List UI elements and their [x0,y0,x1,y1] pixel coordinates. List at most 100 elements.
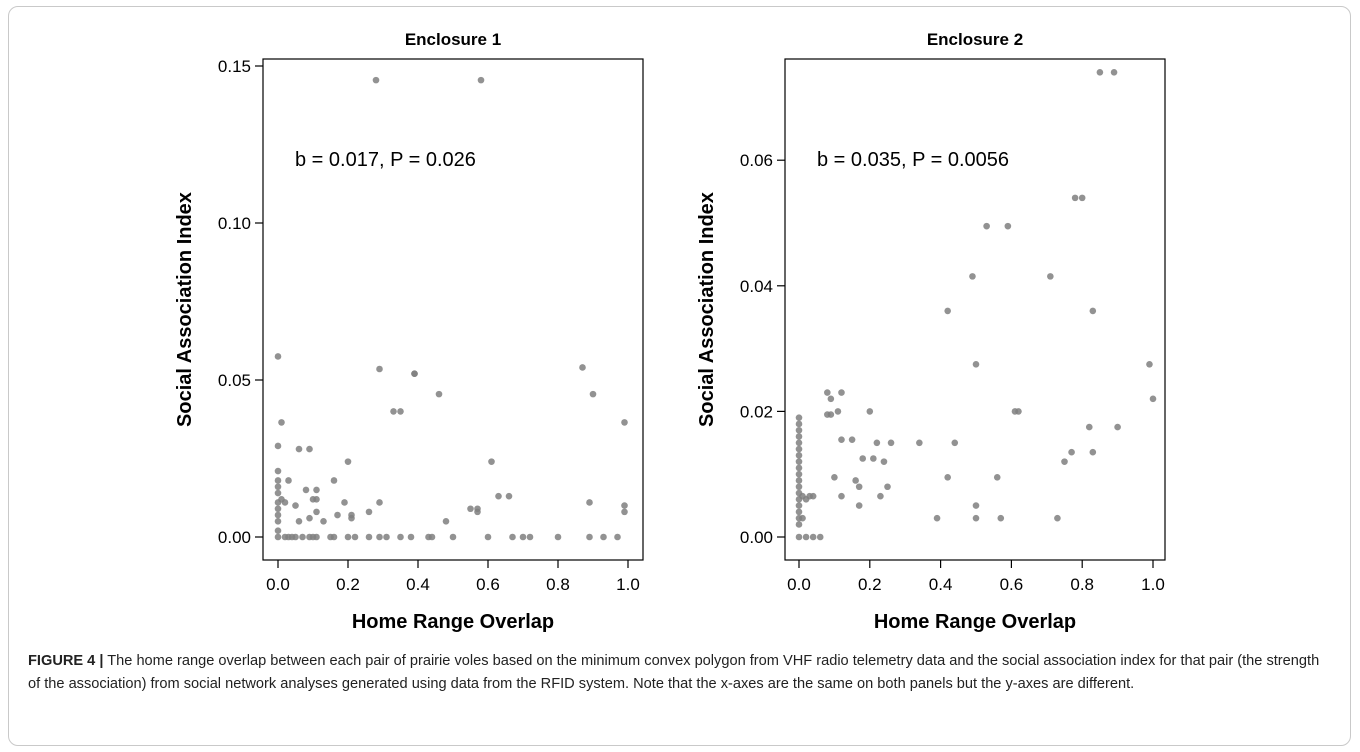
data-point [376,533,383,541]
data-point [467,505,474,513]
data-point [274,511,282,519]
data-point [376,365,383,373]
y-tick-label: 0.00 [218,528,251,547]
data-point [306,514,313,522]
data-point [274,477,282,484]
data-point [383,533,390,541]
data-point [1071,194,1079,202]
data-point [838,492,845,500]
data-point [816,533,824,541]
data-point [320,518,327,525]
data-point [1089,307,1097,315]
data-point [944,307,951,315]
data-point [838,436,845,443]
x-axis-title: Home Range Overlap [874,611,1076,633]
data-point [365,508,373,516]
data-point [1089,448,1097,456]
data-point [621,502,628,509]
x-tick-label: 0.0 [266,575,290,594]
data-point [330,477,338,484]
caption-text: The home range overlap between each pair… [28,653,1320,692]
data-point [997,514,1005,522]
x-tick-label: 0.6 [1000,575,1024,594]
data-point [802,533,810,541]
data-point [390,408,397,415]
x-tick-label: 1.0 [1141,575,1165,594]
data-point [526,533,534,541]
data-point [795,420,803,428]
data-point [428,533,436,541]
data-point [614,533,621,541]
data-point [795,508,803,516]
data-point [983,222,990,230]
x-tick-label: 0.4 [929,575,953,594]
data-point [1047,273,1054,280]
data-point [411,370,418,378]
data-point [600,533,607,541]
data-point [621,508,628,516]
data-point [274,505,282,513]
data-point [505,492,513,500]
data-point [951,439,959,447]
data-point [1146,361,1153,368]
data-point [873,439,881,447]
panel-title: Enclosure 1 [405,30,501,49]
data-point [795,439,803,447]
data-point [278,419,285,426]
x-tick-label: 0.6 [476,575,500,594]
data-point [1096,68,1104,76]
data-point [795,464,803,472]
x-tick-label: 0.2 [858,575,882,594]
data-point [855,502,863,509]
data-point [281,499,289,506]
data-point [313,486,320,494]
plot-frame [784,58,1166,561]
data-point [586,499,593,506]
data-point [809,533,817,541]
data-point [972,361,980,368]
data-point [866,408,874,415]
data-point [313,496,320,503]
scatter-panel-2: Enclosure 2 0.0 0.2 0.4 0.6 0.8 1.0 0.00 0.02 0.0… [696,30,1166,633]
x-tick-label: 0.0 [787,575,811,594]
data-point [824,389,831,396]
data-point [295,445,303,453]
data-point [870,455,877,462]
data-point [972,514,980,522]
y-tick-label: 0.00 [740,528,773,547]
data-point [795,533,803,541]
data-point [972,502,980,509]
regression-annotation: b = 0.017, P = 0.026 [295,149,476,171]
data-point [855,483,863,491]
data-point [621,419,628,426]
data-point [306,445,313,453]
data-point [834,408,842,415]
data-point [292,502,299,509]
data-point [933,514,941,522]
y-tick-label: 0.10 [218,214,251,233]
x-tick-label: 0.8 [546,575,570,594]
data-point [1114,423,1121,431]
data-point [838,389,845,396]
data-point [795,521,803,528]
data-point [1149,395,1157,403]
data-point [1015,408,1022,415]
data-point [334,511,341,519]
caption-label: FIGURE 4 | [28,653,104,669]
x-tick-label: 0.8 [1070,575,1094,594]
data-point [795,458,803,465]
data-point [554,533,562,541]
data-point [274,518,282,525]
data-point [916,439,923,447]
data-point [586,533,593,541]
data-point [488,458,495,465]
data-point [274,353,282,360]
data-point [795,483,803,491]
data-point [397,533,404,541]
regression-annotation: b = 0.035, P = 0.0056 [817,149,1009,171]
data-point [589,390,597,398]
data-point [474,508,481,516]
data-point [397,408,404,415]
data-point [884,483,891,491]
data-point [848,436,856,443]
